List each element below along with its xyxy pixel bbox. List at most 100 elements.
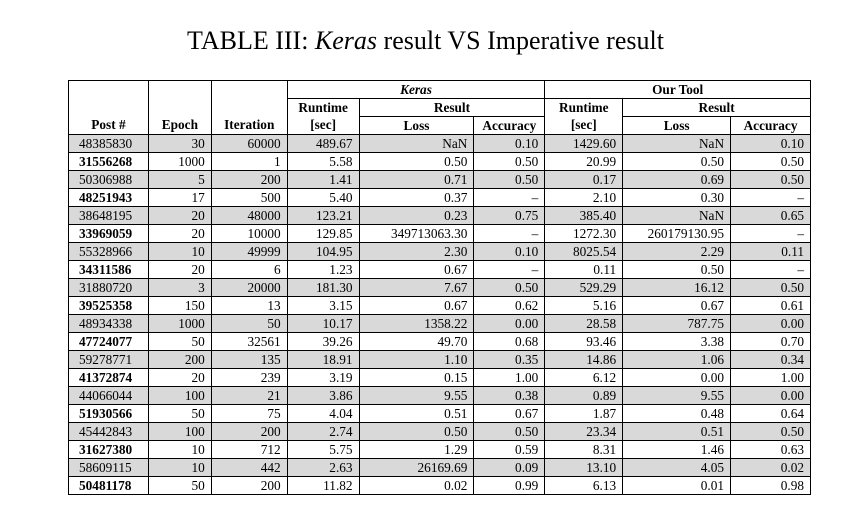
cell-tool-accuracy: 0.11 [730,242,811,261]
cell-keras-accuracy: 0.35 [473,350,545,369]
cell-iteration: 49999 [210,242,288,261]
cell-post-id: 48934338 [68,314,149,333]
cell-tool-loss: 0.69 [622,170,731,189]
cell-keras-runtime: 123.21 [286,206,360,225]
cell-post-id: 41372874 [68,368,149,387]
cell-tool-loss: 1.06 [622,350,731,369]
cell-keras-runtime: 181.30 [286,278,360,297]
cell-keras-loss: 0.02 [358,476,474,495]
cell-iteration: 50 [210,314,288,333]
cell-keras-runtime: 5.75 [286,440,360,459]
cell-keras-loss: 0.15 [358,368,474,387]
cell-keras-accuracy: 1.00 [473,368,545,387]
table-row: 39525358 150 13 3.15 0.67 0.62 5.16 0.67 0.61 [68,296,811,315]
cell-keras-loss: 0.23 [358,206,474,225]
cell-tool-runtime: 8.31 [544,440,623,459]
cell-iteration: 20000 [210,278,288,297]
cell-iteration: 200 [210,422,288,441]
cell-keras-loss: 9.55 [358,386,474,405]
cell-tool-accuracy: 0.50 [730,422,811,441]
cell-tool-loss: 787.75 [622,314,731,333]
table-body: 48385830 30 60000 489.67 NaN 0.10 1429.60 NaN 0.… [68,134,811,495]
cell-post-id: 31880720 [68,278,149,297]
cell-post-id: 31627380 [68,440,149,459]
caption-suffix: result VS Imperative result [377,26,664,55]
cell-keras-loss: 0.67 [358,296,474,315]
cell-tool-runtime: 1272.30 [544,224,623,243]
cell-tool-runtime: 1.87 [544,404,623,423]
cell-keras-loss: 0.51 [358,404,474,423]
cell-epoch: 100 [147,386,212,405]
cell-keras-loss: 26169.69 [358,458,474,477]
cell-epoch: 20 [147,368,212,387]
cell-epoch: 10 [147,242,212,261]
header-tool-accuracy: Accuracy [730,116,811,135]
cell-tool-runtime: 14.86 [544,350,623,369]
table-row: 31556268 1000 1 5.58 0.50 0.50 20.99 0.50 0.50 [68,152,811,171]
cell-tool-loss: 4.05 [622,458,731,477]
cell-post-id: 31556268 [68,152,149,171]
cell-keras-accuracy: 0.62 [473,296,545,315]
cell-keras-accuracy: 0.10 [473,134,545,153]
cell-tool-runtime: 13.10 [544,458,623,477]
cell-epoch: 20 [147,206,212,225]
cell-epoch: 1000 [147,314,212,333]
cell-keras-accuracy: 0.67 [473,404,545,423]
cell-epoch: 20 [147,224,212,243]
cell-post-id: 50306988 [68,170,149,189]
cell-keras-accuracy: 0.50 [473,152,545,171]
cell-keras-runtime: 129.85 [286,224,360,243]
table-row: 38648195 20 48000 123.21 0.23 0.75 385.40 NaN 0.… [68,206,811,225]
table-row: 31627380 10 712 5.75 1.29 0.59 8.31 1.46 0.63 [68,440,811,459]
cell-keras-runtime: 39.26 [286,332,360,351]
cell-epoch: 50 [147,332,212,351]
cell-tool-runtime: 6.12 [544,368,623,387]
cell-keras-loss: 1.29 [358,440,474,459]
cell-tool-accuracy: 0.10 [730,134,811,153]
cell-tool-accuracy: – [730,260,811,279]
header-epoch: Epoch [147,116,212,135]
header-iteration: Iteration [210,116,288,135]
cell-iteration: 200 [210,170,288,189]
cell-tool-accuracy: 0.98 [730,476,811,495]
cell-post-id: 51930566 [68,404,149,423]
header-blank [68,80,149,99]
header-keras-loss: Loss [358,116,474,135]
cell-post-id: 47724077 [68,332,149,351]
cell-epoch: 10 [147,458,212,477]
cell-iteration: 75 [210,404,288,423]
cell-keras-runtime: 5.40 [286,188,360,207]
cell-keras-accuracy: 0.38 [473,386,545,405]
table-row: 48385830 30 60000 489.67 NaN 0.10 1429.60 NaN 0.… [68,134,811,153]
cell-tool-accuracy: 0.65 [730,206,811,225]
cell-keras-loss: 0.37 [358,188,474,207]
header-post: Post # [68,116,149,135]
table-row: 59278771 200 135 18.91 1.10 0.35 14.86 1.06 0.34 [68,350,811,369]
cell-keras-loss: NaN [358,134,474,153]
header-keras-accuracy: Accuracy [473,116,545,135]
cell-keras-loss: 0.71 [358,170,474,189]
cell-post-id: 45442843 [68,422,149,441]
cell-iteration: 500 [210,188,288,207]
cell-post-id: 38648195 [68,206,149,225]
cell-tool-loss: 0.01 [622,476,731,495]
cell-tool-runtime: 0.89 [544,386,623,405]
cell-tool-accuracy: 0.61 [730,296,811,315]
cell-keras-runtime: 2.74 [286,422,360,441]
cell-post-id: 44066044 [68,386,149,405]
header-keras-group: Keras [286,80,545,99]
cell-keras-loss: 0.50 [358,152,474,171]
cell-tool-loss: NaN [622,134,731,153]
cell-tool-runtime: 1429.60 [544,134,623,153]
cell-iteration: 32561 [210,332,288,351]
cell-tool-accuracy: 0.00 [730,386,811,405]
table-row: 41372874 20 239 3.19 0.15 1.00 6.12 0.00 1.00 [68,368,811,387]
cell-tool-runtime: 23.34 [544,422,623,441]
cell-epoch: 100 [147,422,212,441]
cell-iteration: 60000 [210,134,288,153]
cell-post-id: 39525358 [68,296,149,315]
cell-tool-loss: 16.12 [622,278,731,297]
cell-iteration: 48000 [210,206,288,225]
cell-tool-accuracy: 0.50 [730,278,811,297]
cell-tool-runtime: 5.16 [544,296,623,315]
